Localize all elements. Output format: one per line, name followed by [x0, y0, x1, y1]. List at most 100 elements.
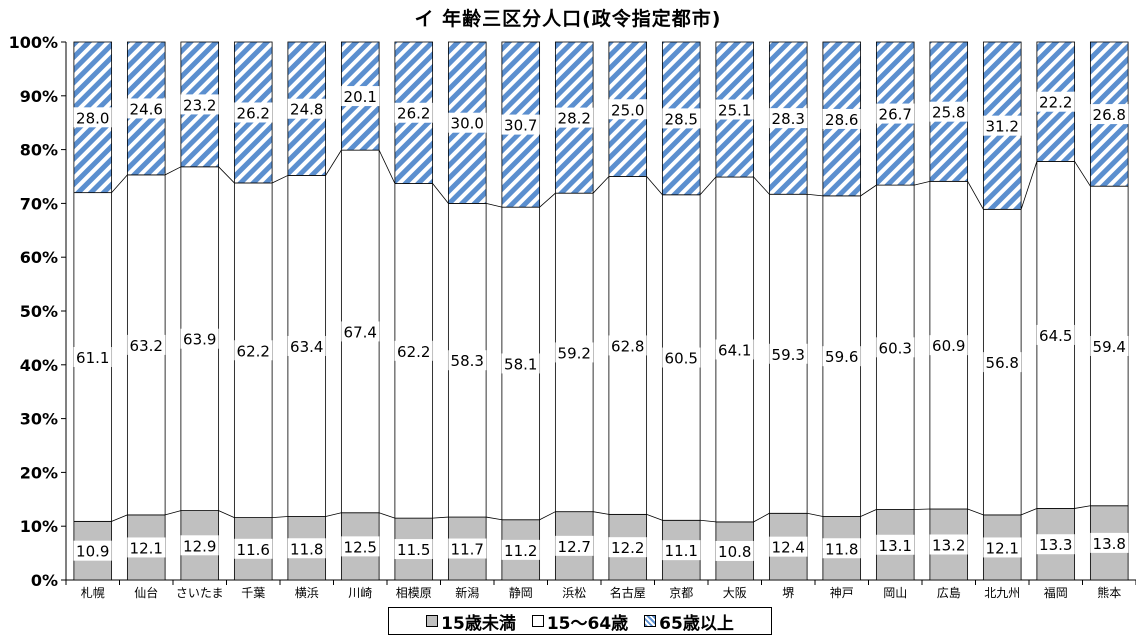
connector-line: [218, 510, 235, 518]
connector-line: [1074, 505, 1091, 509]
data-label-bg: [180, 328, 219, 349]
connector-line: [914, 180, 930, 186]
data-label: 11.7: [451, 541, 484, 559]
connector-line: [646, 176, 663, 196]
y-tick-label: 0%: [31, 571, 58, 590]
data-label-bg: [73, 107, 112, 128]
bars: [73, 41, 1129, 581]
data-label-bg: [876, 534, 915, 555]
legend-item-15to64: 15～64歳: [531, 609, 628, 634]
data-label-bg: [234, 538, 273, 559]
data-label-bg: [769, 536, 808, 557]
data-label-bg: [608, 99, 647, 120]
data-label-bg: [234, 340, 273, 361]
x-tick-label: 横浜: [295, 586, 319, 600]
x-tick-label: 岡山: [883, 586, 907, 600]
data-label: 13.8: [1093, 535, 1126, 553]
data-label: 12.2: [611, 539, 644, 557]
data-label-bg: [929, 101, 968, 122]
data-label: 26.2: [397, 105, 430, 123]
data-label: 62.2: [237, 342, 270, 360]
connector-line: [699, 176, 717, 196]
y-tick-label: 100%: [9, 33, 58, 52]
data-label: 58.3: [451, 352, 484, 370]
data-label: 25.0: [611, 101, 644, 119]
x-tick-label: 川崎: [348, 586, 372, 600]
data-label-bg: [715, 339, 754, 360]
data-label-bg: [1090, 335, 1129, 356]
data-label-bg: [555, 107, 594, 128]
data-label: 31.2: [986, 118, 1019, 136]
data-label-bg: [769, 343, 808, 364]
connector-line: [967, 181, 984, 210]
connector-line: [378, 512, 396, 519]
legend-swatch-white: [531, 615, 544, 627]
legend-label: 15歳未満: [441, 613, 516, 634]
data-label: 25.1: [718, 102, 751, 120]
y-tick-label: 40%: [20, 356, 58, 375]
data-label-bg: [341, 321, 380, 342]
connector-line: [539, 511, 556, 521]
x-tick-label: 北九州: [984, 586, 1020, 600]
data-label: 13.3: [1039, 536, 1072, 554]
legend-label: 65歳以上: [659, 613, 734, 634]
data-label: 62.8: [611, 337, 644, 355]
data-label: 67.4: [344, 323, 377, 341]
data-label-bg: [983, 352, 1022, 373]
data-label-bg: [876, 337, 915, 358]
connector-line: [218, 166, 235, 184]
connector-line: [378, 149, 396, 184]
legend: 15歳未満 15～64歳 65歳以上: [388, 607, 772, 635]
data-label-bg: [983, 115, 1022, 136]
data-label: 22.2: [1039, 94, 1072, 112]
x-tick-label: 大阪: [723, 586, 747, 600]
data-label-bg: [769, 108, 808, 129]
connector-line: [164, 166, 182, 176]
data-label: 63.4: [290, 338, 323, 356]
connector-line: [111, 174, 128, 193]
x-tick-label: 仙台: [134, 585, 158, 600]
data-label-bg: [127, 334, 166, 355]
data-label: 28.3: [772, 110, 805, 128]
x-tick-label: 神戸: [830, 586, 854, 600]
data-label: 58.1: [504, 355, 537, 373]
data-label: 30.7: [504, 117, 537, 135]
data-label: 13.2: [932, 536, 965, 554]
x-tick-label: さいたま: [176, 586, 224, 600]
connector-line: [1020, 508, 1038, 516]
legend-item-under15: 15歳未満: [426, 609, 516, 634]
data-label-bg: [715, 540, 754, 561]
connector-line: [807, 193, 823, 197]
data-label-bg: [1036, 324, 1075, 345]
connector-line: [432, 183, 449, 204]
data-label: 60.9: [932, 337, 965, 355]
connector-line: [807, 512, 823, 517]
y-tick-label: 10%: [20, 517, 58, 536]
data-label-bg: [501, 353, 540, 374]
data-label: 23.2: [183, 96, 216, 114]
x-tick-label: 浜松: [562, 586, 586, 600]
data-label: 10.8: [718, 543, 751, 561]
data-label: 28.2: [558, 110, 591, 128]
data-label: 24.8: [290, 101, 323, 119]
connector-line: [593, 511, 609, 515]
data-label: 24.6: [130, 100, 163, 118]
data-label-bg: [448, 350, 487, 371]
connector-line: [325, 512, 342, 517]
connector-line: [486, 203, 502, 208]
data-label-bg: [501, 539, 540, 560]
data-label: 60.3: [879, 339, 912, 357]
data-label-bg: [73, 540, 112, 561]
connector-line: [165, 510, 181, 516]
data-label-bg: [715, 99, 754, 120]
data-label: 26.7: [879, 106, 912, 124]
data-label: 59.4: [1093, 338, 1126, 356]
data-label-bg: [234, 102, 273, 123]
data-label: 28.6: [825, 111, 858, 129]
data-label: 62.2: [397, 343, 430, 361]
data-label: 11.2: [504, 542, 537, 560]
data-label-bg: [929, 335, 968, 356]
connector-line: [325, 149, 342, 176]
connector-line: [1020, 161, 1038, 210]
